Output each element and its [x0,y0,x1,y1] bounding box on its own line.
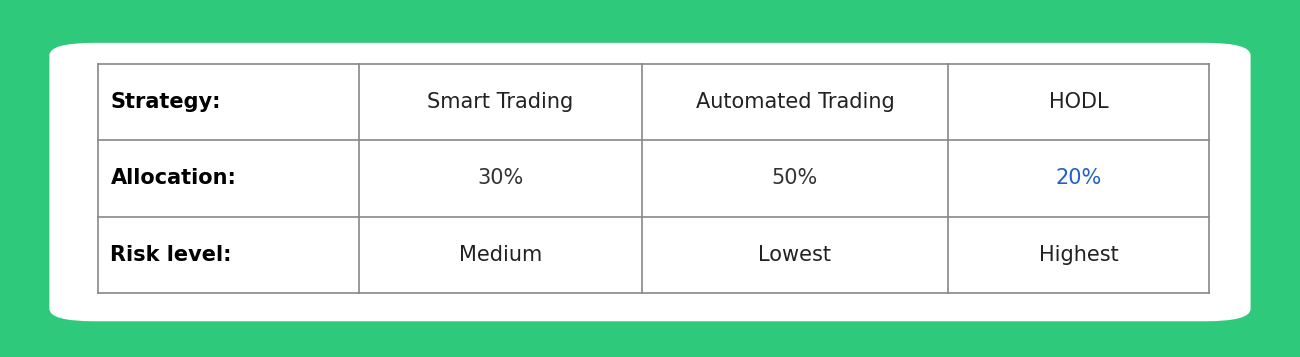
Text: Automated Trading: Automated Trading [696,92,894,112]
Text: 30%: 30% [477,169,524,188]
Text: Highest: Highest [1039,245,1118,265]
FancyBboxPatch shape [49,43,1251,321]
Text: 20%: 20% [1056,169,1101,188]
Text: Medium: Medium [459,245,542,265]
Text: Lowest: Lowest [758,245,832,265]
Text: 50%: 50% [772,169,818,188]
Text: HODL: HODL [1049,92,1108,112]
Text: Allocation:: Allocation: [111,169,237,188]
Text: Strategy:: Strategy: [111,92,221,112]
Text: Smart Trading: Smart Trading [428,92,573,112]
Text: Risk level:: Risk level: [111,245,231,265]
